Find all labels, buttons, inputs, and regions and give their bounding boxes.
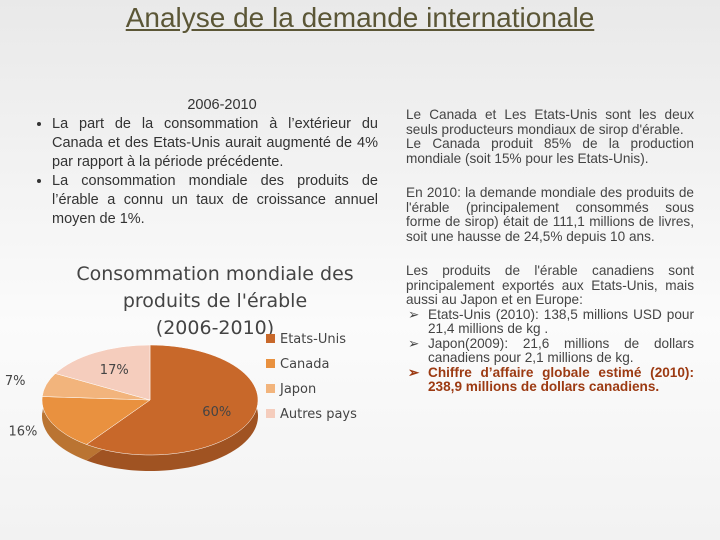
- right-text: Le Canada et Les Etats-Unis sont les deu…: [406, 107, 694, 395]
- data-label: 60%: [202, 405, 231, 420]
- legend-label: Etats-Unis: [280, 332, 346, 347]
- paragraph: Le Canada produit 85% de la production m…: [406, 136, 694, 166]
- slice: [85, 344, 259, 456]
- bullet: La consommation mondiale des produits de…: [52, 172, 378, 229]
- legend-swatch: [266, 334, 275, 343]
- item: Chiffre d’affaire globale estimé (2010):…: [408, 365, 694, 395]
- title: Analyse de la demande internationale: [125, 2, 595, 33]
- item: Etats-Unis (2010): 138,5 millions USD po…: [408, 307, 694, 337]
- slice: [54, 344, 151, 401]
- legend-swatch: [266, 359, 275, 368]
- legend-swatch: [266, 409, 275, 418]
- legend-label: Canada: [280, 357, 329, 372]
- slice: [41, 396, 151, 445]
- chart-title: Consommation mondiale des produits de l'é…: [76, 263, 353, 339]
- paragraph: Le Canada et Les Etats-Unis sont les deu…: [406, 107, 694, 137]
- left-text: 2006-2010 La part de la consommation à l…: [26, 96, 378, 229]
- items: Etats-Unis (2010): 138,5 millions USD po…: [406, 307, 694, 395]
- data-label: 7%: [5, 374, 26, 389]
- legend-swatch: [266, 384, 275, 393]
- bullets: La part de la consommation à l’extérieur…: [26, 115, 378, 229]
- chart: Consommation mondiale des produits de l'é…: [5, 263, 357, 471]
- data-label: 16%: [9, 424, 38, 439]
- heading: 2006-2010: [187, 97, 257, 113]
- data-label: 17%: [100, 363, 129, 378]
- paragraph: En 2010: la demande mondiale des produit…: [406, 185, 694, 244]
- legend-label: Autres pays: [280, 407, 357, 422]
- item: Japon(2009): 21,6 millions de dollars ca…: [408, 336, 694, 366]
- legend-label: Japon: [279, 382, 316, 397]
- bullet: La part de la consommation à l’extérieur…: [52, 115, 378, 172]
- paragraph: Les produits de l'érable canadiens sont …: [406, 263, 694, 307]
